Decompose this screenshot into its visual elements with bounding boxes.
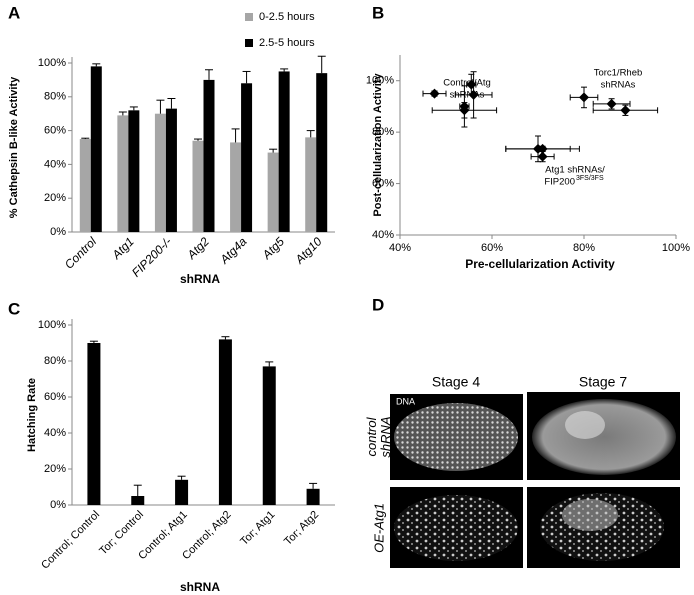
panel-letter: B bbox=[372, 3, 384, 22]
row-label: OE-Atg1 bbox=[371, 503, 386, 553]
x-tick-label: Tor; Atg2 bbox=[282, 509, 321, 548]
bar bbox=[175, 479, 189, 505]
embryo-detail bbox=[565, 411, 605, 439]
y-tick-label: 60% bbox=[44, 391, 66, 403]
legend-label: 0-2.5 hours bbox=[259, 11, 315, 23]
x-axis-title: shRNA bbox=[180, 580, 220, 594]
y-tick-label: 80% bbox=[372, 126, 394, 138]
y-axis-title: % Cathepsin B-like Activity bbox=[8, 76, 20, 218]
y-tick-label: 40% bbox=[44, 427, 66, 439]
bar bbox=[305, 137, 317, 232]
y-tick-label: 100% bbox=[38, 319, 66, 331]
y-tick-label: 0% bbox=[50, 226, 66, 238]
x-tick-label: 100% bbox=[662, 242, 690, 254]
annotation: Control/Atg bbox=[443, 78, 491, 89]
y-tick-label: 0% bbox=[50, 499, 66, 511]
x-tick-label: Atg1 bbox=[109, 234, 137, 262]
bar bbox=[278, 71, 290, 232]
legend-swatch bbox=[245, 39, 253, 47]
legend-label: 2.5-5 hours bbox=[259, 37, 315, 49]
column-header: Stage 4 bbox=[432, 374, 480, 390]
y-tick-label: 100% bbox=[366, 75, 394, 87]
stain-label: DNA bbox=[396, 396, 415, 406]
bar bbox=[306, 488, 320, 505]
y-axis-title: Post-cellularization Activity bbox=[372, 73, 384, 217]
y-tick-label: 100% bbox=[38, 57, 66, 69]
y-tick-label: 20% bbox=[44, 192, 66, 204]
point bbox=[468, 89, 479, 100]
y-tick-label: 40% bbox=[44, 158, 66, 170]
x-axis-title: shRNA bbox=[180, 272, 220, 286]
x-tick-label: Atg4a bbox=[217, 234, 250, 267]
bar bbox=[79, 139, 91, 232]
bar bbox=[154, 113, 166, 232]
bar bbox=[262, 366, 276, 505]
y-tick-label: 40% bbox=[372, 229, 394, 241]
x-tick-label: Atg10 bbox=[292, 234, 325, 267]
x-tick-label: 60% bbox=[481, 242, 503, 254]
x-tick-label: Atg2 bbox=[184, 234, 212, 262]
column-header: Stage 7 bbox=[579, 374, 627, 390]
x-tick-label: 80% bbox=[573, 242, 595, 254]
embryo bbox=[394, 403, 518, 471]
bar bbox=[230, 142, 242, 232]
bar bbox=[241, 83, 253, 232]
annotation-superscript: 3FS/3FS bbox=[576, 175, 604, 182]
annotation: shRNAs bbox=[601, 80, 636, 91]
legend-swatch bbox=[245, 13, 253, 21]
embryo bbox=[394, 495, 518, 561]
x-tick-label: Atg5 bbox=[259, 234, 287, 262]
row-label: controlshRNA bbox=[364, 416, 393, 457]
x-axis-title: Pre-cellularization Activity bbox=[465, 257, 615, 271]
embryo-detail bbox=[562, 499, 618, 531]
x-tick-label: FIP200-/- bbox=[129, 234, 174, 279]
bar bbox=[90, 66, 102, 232]
y-axis-title: Hatching Rate bbox=[26, 378, 38, 452]
bar bbox=[192, 140, 204, 232]
y-tick-label: 60% bbox=[44, 125, 66, 137]
panel-letter: C bbox=[8, 299, 20, 318]
y-tick-label: 80% bbox=[44, 91, 66, 103]
point bbox=[459, 105, 470, 116]
bar bbox=[87, 343, 101, 505]
annotation: shRNAs bbox=[450, 90, 485, 101]
point bbox=[537, 151, 548, 162]
point bbox=[606, 98, 617, 109]
y-tick-label: 80% bbox=[44, 355, 66, 367]
bar bbox=[267, 152, 279, 232]
bar bbox=[165, 108, 177, 232]
x-tick-label: Control bbox=[62, 234, 99, 271]
panel-letter: A bbox=[8, 3, 20, 22]
annotation: Torc1/Rheb bbox=[594, 68, 643, 79]
y-tick-label: 60% bbox=[372, 177, 394, 189]
bar bbox=[128, 110, 140, 232]
x-tick-label: Control; Control bbox=[39, 509, 102, 572]
point bbox=[620, 105, 631, 116]
x-tick-label: Tor; Atg1 bbox=[238, 509, 277, 548]
bar bbox=[131, 496, 145, 505]
y-tick-label: 20% bbox=[44, 463, 66, 475]
panel-letter: D bbox=[372, 295, 384, 314]
annotation: Atg1 shRNAs/ bbox=[545, 165, 605, 176]
bar bbox=[316, 73, 328, 232]
annotation: FIP200 bbox=[544, 177, 575, 188]
bar bbox=[218, 339, 232, 505]
bar bbox=[117, 115, 129, 232]
point bbox=[429, 88, 440, 99]
bar bbox=[203, 79, 215, 233]
x-tick-label: 40% bbox=[389, 242, 411, 254]
embryo bbox=[532, 399, 676, 475]
image-panel: D Stage 4 Stage 7 DNA controlshRNA OE-At… bbox=[364, 295, 680, 568]
point bbox=[579, 92, 589, 103]
